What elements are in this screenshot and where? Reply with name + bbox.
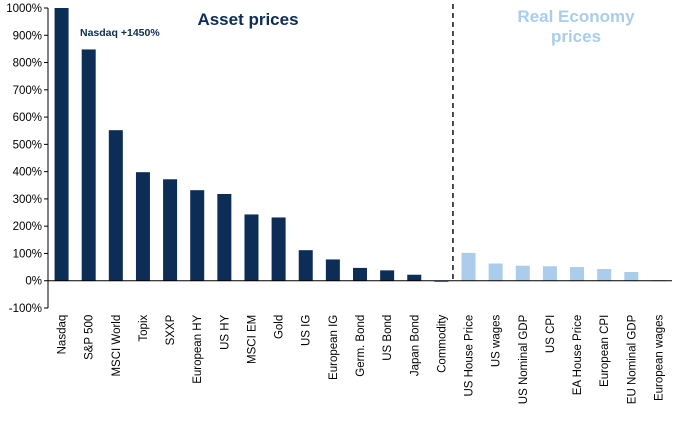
x-tick-label: US wages [491,314,503,367]
bar [488,263,503,281]
y-tick-label: 500% [13,139,42,151]
x-tick-label: US Bond [382,315,394,361]
x-tick-label: US House Price [464,315,476,397]
x-tick-label: EA House Price [572,315,584,396]
asset-prices-header: Asset prices [197,10,298,29]
y-tick-label: 200% [13,221,42,233]
x-tick-label: MSCI EM [246,315,258,364]
bar [353,267,367,281]
y-tick-label: 400% [13,167,42,179]
x-tick-label: MSCI World [111,315,123,377]
x-tick-label: SXXP [165,314,177,345]
x-tick-label: S&P 500 [84,315,96,360]
x-tick-label: US HY [219,314,231,349]
bar [271,217,286,281]
x-tick-label: Germ. Bond [355,315,367,377]
bars [54,8,666,282]
y-tick-label: 300% [13,194,42,206]
y-tick-label: 0% [25,276,42,288]
x-axis: Nasdaq S&P 500 MSCI World Topix SXXP European… [48,4,672,404]
x-tick-label: US CPI [545,315,557,353]
y-tick-label: 1000% [6,3,42,15]
bar [325,259,340,281]
real-economy-header-line2: prices [551,27,601,46]
bar [163,179,178,281]
bar [380,270,395,281]
x-tick-label: Japan Bond [409,315,421,376]
y-tick-label: -100% [9,303,42,315]
y-tick-label: 100% [13,248,42,260]
y-tick-label: 900% [13,30,42,42]
nasdaq-annotation: Nasdaq +1450% [80,27,160,39]
bar [461,252,476,281]
bar [597,269,612,281]
x-tick-label: European CPI [599,315,611,387]
bar [542,266,557,281]
bar [217,194,232,281]
bar [624,272,639,281]
annotations: Asset prices Real Economy prices Nasdaq … [80,7,635,46]
x-tick-label: European HY [192,314,204,383]
bar [570,267,585,281]
x-tick-label: US Nominal GDP [518,314,530,404]
x-tick-label: European IG [328,315,340,380]
bar [81,49,96,281]
bar [515,265,530,281]
bar [407,274,422,281]
x-tick-label: EU Nominal GDP [626,314,638,404]
real-economy-header: Real Economy [517,7,635,26]
x-tick-label: Topix [138,314,150,341]
bar [244,214,259,281]
x-tick-label: Commodity [436,314,448,372]
bar [298,250,313,281]
bar [108,130,123,281]
y-axis: -100% 0% 100% 200% 300% 400% 500% 600% 700% 800% 9… [6,3,49,315]
x-tick-label: US IG [301,315,313,346]
y-tick-label: 600% [13,112,42,124]
bar [190,190,205,281]
bar [54,8,69,281]
x-tick-label: Gold [274,315,286,339]
x-tick-label: European wages [653,314,665,401]
y-tick-label: 800% [13,58,42,70]
y-tick-label: 700% [13,85,42,97]
bar [135,172,150,281]
x-tick-label: Nasdaq [57,315,69,355]
